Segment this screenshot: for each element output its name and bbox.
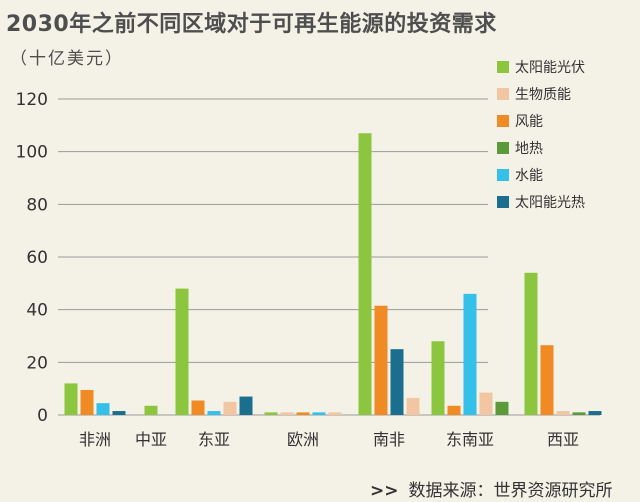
bar-西亚-生物质能 — [556, 411, 570, 415]
legend-item: 太阳能光伏 — [497, 53, 633, 80]
bar-南非-太阳能光伏 — [358, 133, 372, 415]
legend-swatch — [497, 141, 509, 154]
legend-label: 太阳能光热 — [515, 194, 585, 211]
bar-东南亚-水能 — [463, 293, 477, 415]
bar-欧洲-风能 — [296, 412, 310, 415]
chart-title: 2030年之前不同区域对于可再生能源的投资需求 — [6, 12, 497, 37]
bar-西亚-风能 — [540, 345, 554, 415]
bar-欧洲-水能 — [312, 412, 326, 415]
bars — [64, 133, 602, 415]
y-tick-label: 40 — [26, 301, 48, 321]
bar-东南亚-风能 — [447, 405, 461, 415]
legend-label: 风能 — [515, 113, 543, 130]
bar-西亚-地热 — [572, 412, 586, 415]
bar-南非-太阳能光热 — [390, 349, 404, 415]
bar-南非-风能 — [374, 305, 388, 415]
legend-item: 太阳能光热 — [497, 188, 633, 215]
bar-西亚-太阳能光热 — [588, 411, 602, 415]
x-axis-ticks: 非洲 中亚 东亚 欧洲 南非 东南亚 西亚 — [79, 430, 579, 449]
x-tick-label: 中亚 — [135, 430, 167, 449]
bar-东亚-水能 — [207, 411, 221, 415]
bar-欧洲-太阳能光伏 — [264, 412, 278, 415]
y-tick-label: 80 — [26, 195, 48, 215]
bar-非洲-水能 — [96, 403, 110, 415]
x-tick-label: 西亚 — [547, 430, 579, 449]
bar-东亚-太阳能光伏 — [175, 288, 189, 415]
bar-非洲-太阳能光热 — [112, 411, 126, 415]
y-axis-ticks: 0 20 40 60 80 100 120 — [16, 90, 48, 426]
bar-东亚-风能 — [191, 400, 205, 415]
legend-item: 水能 — [497, 161, 633, 188]
legend-item: 风能 — [497, 107, 633, 134]
y-tick-label: 60 — [26, 248, 48, 268]
legend-label: 生物质能 — [515, 86, 571, 103]
x-tick-label: 东南亚 — [446, 430, 494, 449]
source-note: >> 数据来源：世界资源研究所 — [370, 476, 613, 501]
source-text: 数据来源：世界资源研究所 — [408, 481, 613, 501]
x-tick-label: 东亚 — [198, 430, 230, 449]
legend-swatch — [497, 87, 509, 100]
bar-欧洲-生物质能 — [328, 412, 342, 415]
bar-西亚-太阳能光伏 — [524, 272, 538, 415]
legend-label: 水能 — [515, 167, 543, 184]
bar-中亚-太阳能光伏 — [144, 405, 158, 415]
bar-欧洲-生物质能 — [280, 412, 294, 415]
x-tick-label: 非洲 — [79, 430, 111, 449]
bar-东南亚-生物质能 — [479, 392, 493, 415]
x-tick-label: 欧洲 — [287, 430, 319, 449]
legend-item: 生物质能 — [497, 80, 633, 107]
legend-swatch — [497, 60, 509, 73]
legend-swatch — [497, 168, 509, 181]
bar-非洲-太阳能光伏 — [64, 383, 78, 415]
legend-swatch — [497, 195, 509, 208]
y-axis-unit-label: （十亿美元） — [10, 49, 124, 69]
source-arrows: >> — [370, 481, 399, 501]
y-tick-label: 100 — [16, 143, 48, 163]
bar-东亚-生物质能 — [223, 401, 237, 415]
y-tick-label: 120 — [16, 90, 48, 110]
x-tick-label: 南非 — [373, 430, 405, 449]
bar-南非-生物质能 — [406, 397, 420, 415]
legend: 太阳能光伏生物质能风能地热水能太阳能光热 — [497, 53, 633, 215]
legend-label: 地热 — [515, 140, 543, 157]
y-tick-label: 20 — [26, 353, 48, 373]
legend-label: 太阳能光伏 — [515, 59, 585, 76]
legend-item: 地热 — [497, 134, 633, 161]
legend-swatch — [497, 114, 509, 127]
y-tick-label: 0 — [37, 406, 48, 426]
bar-东南亚-地热 — [495, 401, 509, 415]
bar-非洲-风能 — [80, 389, 94, 415]
bar-东南亚-太阳能光伏 — [431, 341, 445, 415]
bar-东亚-太阳能光热 — [239, 396, 253, 415]
